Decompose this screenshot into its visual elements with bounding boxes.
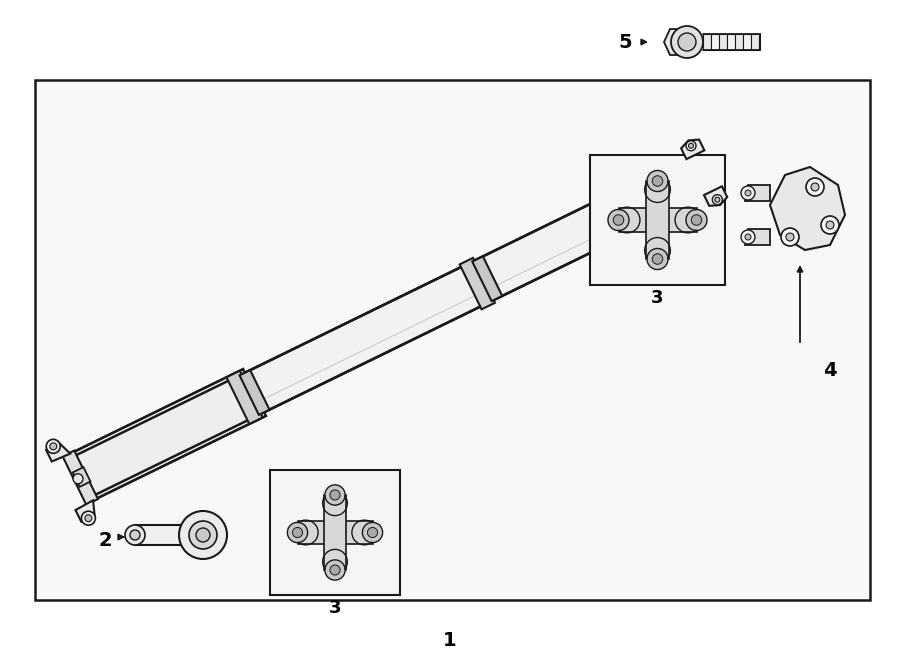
Polygon shape bbox=[73, 467, 91, 487]
Polygon shape bbox=[618, 209, 697, 232]
Text: 4: 4 bbox=[824, 361, 837, 379]
Text: 3: 3 bbox=[651, 289, 663, 307]
Text: 3: 3 bbox=[328, 599, 341, 617]
Circle shape bbox=[130, 530, 140, 540]
Circle shape bbox=[125, 525, 145, 545]
Circle shape bbox=[652, 175, 662, 186]
Polygon shape bbox=[770, 167, 845, 250]
Polygon shape bbox=[72, 158, 703, 496]
Circle shape bbox=[826, 221, 834, 229]
Polygon shape bbox=[745, 185, 770, 201]
Bar bbox=[590, 155, 725, 285]
Polygon shape bbox=[460, 258, 495, 309]
Circle shape bbox=[325, 485, 345, 505]
Polygon shape bbox=[711, 34, 719, 50]
Circle shape bbox=[652, 254, 662, 264]
Bar bbox=[35, 80, 870, 600]
Circle shape bbox=[81, 511, 95, 525]
Circle shape bbox=[741, 186, 755, 200]
Circle shape bbox=[292, 528, 302, 538]
Circle shape bbox=[811, 183, 819, 191]
Circle shape bbox=[821, 216, 839, 234]
Circle shape bbox=[608, 209, 629, 230]
Circle shape bbox=[686, 141, 696, 151]
Circle shape bbox=[367, 528, 378, 538]
Text: 2: 2 bbox=[98, 530, 112, 549]
Circle shape bbox=[686, 209, 707, 230]
Circle shape bbox=[678, 33, 696, 51]
Polygon shape bbox=[239, 370, 269, 415]
Polygon shape bbox=[63, 451, 98, 504]
Circle shape bbox=[46, 440, 60, 453]
Polygon shape bbox=[745, 229, 770, 245]
Circle shape bbox=[287, 522, 308, 543]
Polygon shape bbox=[719, 34, 727, 50]
Polygon shape bbox=[46, 443, 70, 461]
Polygon shape bbox=[472, 256, 502, 301]
Polygon shape bbox=[324, 495, 346, 570]
Polygon shape bbox=[70, 369, 266, 500]
Polygon shape bbox=[664, 29, 687, 55]
Polygon shape bbox=[227, 371, 263, 424]
Circle shape bbox=[647, 171, 668, 191]
Text: 1: 1 bbox=[443, 630, 457, 649]
Polygon shape bbox=[646, 181, 670, 259]
Polygon shape bbox=[298, 521, 373, 544]
Circle shape bbox=[73, 474, 83, 484]
Circle shape bbox=[50, 443, 57, 450]
Circle shape bbox=[179, 511, 227, 559]
Text: 5: 5 bbox=[618, 32, 632, 52]
Polygon shape bbox=[76, 500, 94, 522]
Circle shape bbox=[647, 248, 668, 269]
Circle shape bbox=[688, 143, 694, 148]
Circle shape bbox=[806, 178, 824, 196]
Circle shape bbox=[715, 197, 720, 202]
Circle shape bbox=[325, 560, 345, 580]
Polygon shape bbox=[743, 34, 751, 50]
Circle shape bbox=[713, 195, 723, 205]
Circle shape bbox=[691, 214, 702, 225]
Polygon shape bbox=[135, 525, 205, 545]
Circle shape bbox=[363, 522, 382, 543]
Polygon shape bbox=[735, 34, 743, 50]
Polygon shape bbox=[751, 34, 759, 50]
Circle shape bbox=[781, 228, 799, 246]
Polygon shape bbox=[681, 140, 705, 159]
Polygon shape bbox=[727, 34, 735, 50]
Circle shape bbox=[196, 528, 210, 542]
Polygon shape bbox=[703, 34, 711, 50]
Circle shape bbox=[330, 565, 340, 575]
Circle shape bbox=[189, 521, 217, 549]
Circle shape bbox=[671, 26, 703, 58]
Circle shape bbox=[330, 490, 340, 500]
Polygon shape bbox=[704, 186, 727, 206]
Circle shape bbox=[745, 234, 751, 240]
Circle shape bbox=[85, 515, 92, 522]
Bar bbox=[270, 470, 400, 595]
Circle shape bbox=[741, 230, 755, 244]
Circle shape bbox=[786, 233, 794, 241]
Circle shape bbox=[613, 214, 624, 225]
Circle shape bbox=[745, 190, 751, 196]
